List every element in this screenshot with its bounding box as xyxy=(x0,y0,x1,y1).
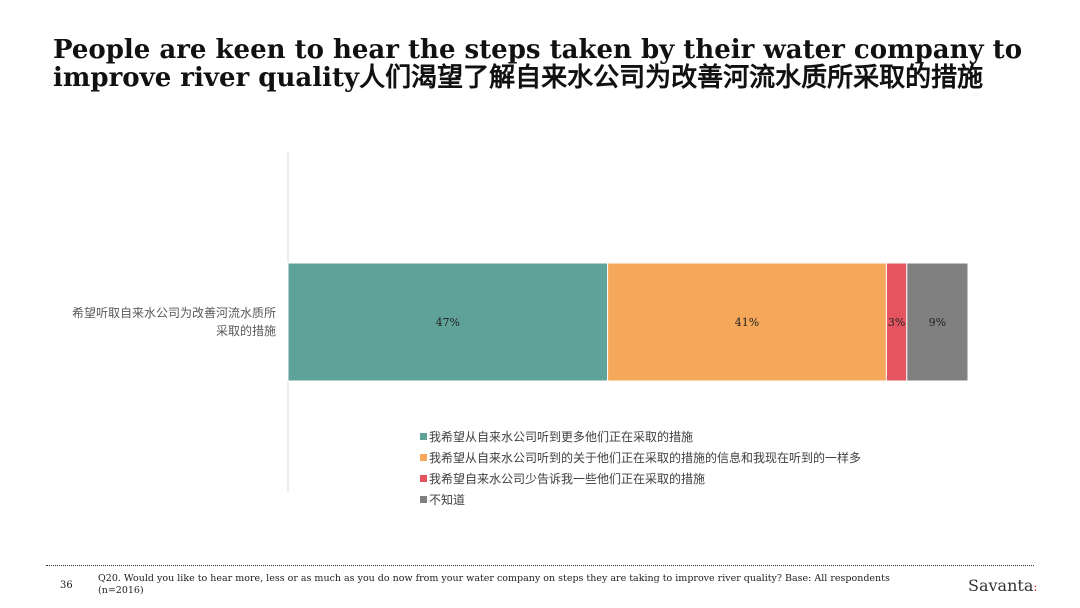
legend-swatch-1 xyxy=(420,433,427,440)
brand-name: Savanta xyxy=(968,576,1034,595)
bar-value-label-4: 9% xyxy=(929,316,946,329)
page-title: People are keen to hear the steps taken … xyxy=(53,35,1023,93)
footer-divider xyxy=(46,565,1034,566)
bar-value-label-2: 41% xyxy=(735,316,759,329)
legend-swatch-4 xyxy=(420,496,427,503)
legend-label-1: 我希望从自来水公司听到更多他们正在采取的措施 xyxy=(429,429,693,444)
brand-logo: Savanta: xyxy=(968,576,1037,595)
legend-label-2: 我希望从自来水公司听到的关于他们正在采取的措施的信息和我现在听到的一样多 xyxy=(429,450,861,465)
legend-swatch-2 xyxy=(420,454,427,461)
legend-label-4: 不知道 xyxy=(429,493,465,507)
bar-value-label-1: 47% xyxy=(436,316,460,329)
page-number: 36 xyxy=(60,580,73,591)
legend-label-3: 我希望自来水公司少告诉我一些他们正在采取的措施 xyxy=(429,471,705,486)
category-label: 采取的措施 xyxy=(216,323,276,338)
brand-mark: : xyxy=(1033,580,1038,594)
bar-segment-4 xyxy=(906,262,969,382)
bar-segment-1 xyxy=(287,262,609,382)
footnote: Q20. Would you like to hear more, less o… xyxy=(98,573,890,596)
category-label: 希望听取自来水公司为改善河流水质所 xyxy=(72,305,276,320)
bar-segment-2 xyxy=(607,262,887,382)
legend-swatch-3 xyxy=(420,475,427,482)
bar-value-label-3: 3% xyxy=(888,316,905,329)
